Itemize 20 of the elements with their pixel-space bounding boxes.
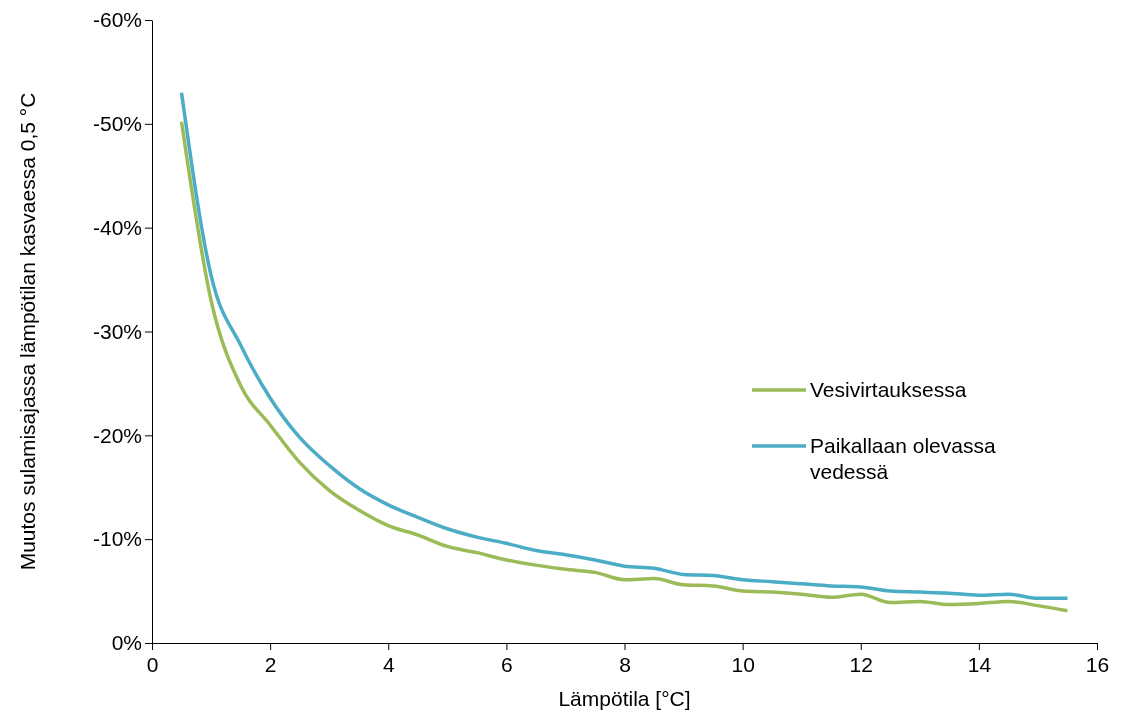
- x-tick-label: 16: [1085, 652, 1110, 676]
- x-tick-label: 12: [849, 652, 873, 676]
- x-axis-title: Lämpötila [°C]: [558, 687, 691, 710]
- x-tick-label: 6: [501, 652, 513, 676]
- x-tick-label: 14: [967, 652, 992, 676]
- x-tick-label: 10: [731, 652, 755, 676]
- y-tick-label: 0%: [111, 631, 142, 655]
- y-tick-label: -50%: [92, 112, 142, 136]
- x-tick-label: 2: [264, 652, 277, 676]
- y-tick-label: -60%: [92, 8, 142, 32]
- legend-label: Paikallaan olevassa vedessä: [810, 434, 996, 483]
- legend-label: Vesivirtauksessa: [810, 378, 967, 401]
- x-tick-label: 0: [146, 652, 159, 676]
- x-tick-label: 4: [382, 652, 395, 676]
- y-tick-label: -30%: [92, 319, 142, 343]
- y-axis-title: Muutos sulamisajassa lämpötilan kasvaessa 0,5 °C: [16, 92, 39, 571]
- y-tick-label: -10%: [92, 527, 142, 551]
- x-tick-label: 8: [619, 652, 631, 676]
- y-tick-label: -20%: [92, 423, 142, 447]
- y-tick-label: -40%: [92, 215, 142, 239]
